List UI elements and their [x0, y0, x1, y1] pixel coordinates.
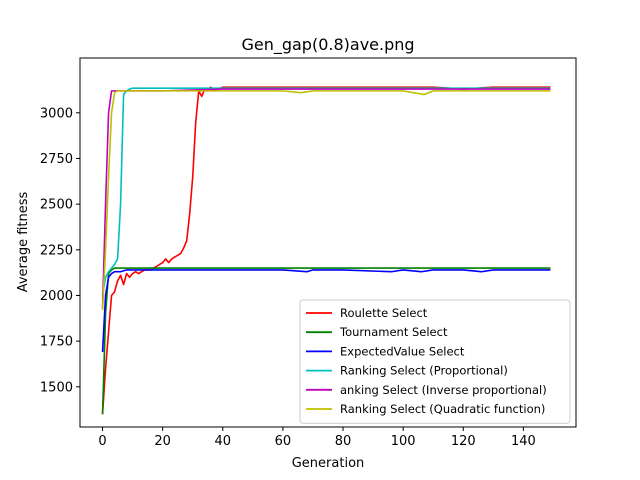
legend-label-3: Ranking Select (Proportional): [340, 364, 508, 378]
y-tick-label: 2500: [40, 198, 73, 213]
y-tick-label: 3000: [40, 106, 73, 121]
y-axis-label: Average fitness: [16, 191, 31, 292]
x-axis: 0 20 40 60 80 100 120 140: [98, 427, 536, 449]
x-tick-label: 60: [275, 434, 292, 449]
legend-label-4: anking Select (Inverse proportional): [340, 383, 547, 397]
plot-frame: [79, 57, 577, 428]
series-line-1: [101, 267, 551, 415]
x-tick-label: 20: [154, 434, 171, 449]
legend-label-0: Roulette Select: [340, 306, 428, 320]
y-tick-label: 2000: [40, 289, 73, 304]
legend-label-1: Tournament Select: [339, 325, 448, 339]
series-line-3: [101, 87, 551, 296]
series-line-4: [101, 88, 551, 309]
legend-label-5: Ranking Select (Quadratic function): [340, 402, 545, 416]
x-tick-label: 140: [511, 434, 536, 449]
x-tick-label: 120: [451, 434, 476, 449]
series-line-0: [101, 86, 551, 415]
y-tick-label: 1500: [40, 380, 73, 395]
x-tick-label: 40: [215, 434, 232, 449]
y-tick-label: 2250: [40, 243, 73, 258]
legend-box: [299, 299, 571, 424]
x-tick-label: 0: [98, 434, 106, 449]
legend-label-2: ExpectedValue Select: [340, 344, 465, 358]
series-line-5: [101, 90, 551, 311]
y-axis: 1500 1750 2000 2250 2500 2750 3000: [40, 106, 80, 395]
x-axis-label: Generation: [292, 456, 365, 471]
y-tick-label: 2750: [40, 152, 73, 167]
series-line-2: [101, 269, 551, 353]
x-tick-label: 100: [391, 434, 416, 449]
y-tick-label: 1750: [40, 335, 73, 350]
legend: Roulette Select Tournament Select Expected…: [299, 299, 571, 424]
chart-title: Gen_gap(0.8)ave.png: [241, 35, 414, 55]
x-tick-label: 80: [335, 434, 352, 449]
plot-series: [101, 86, 551, 415]
